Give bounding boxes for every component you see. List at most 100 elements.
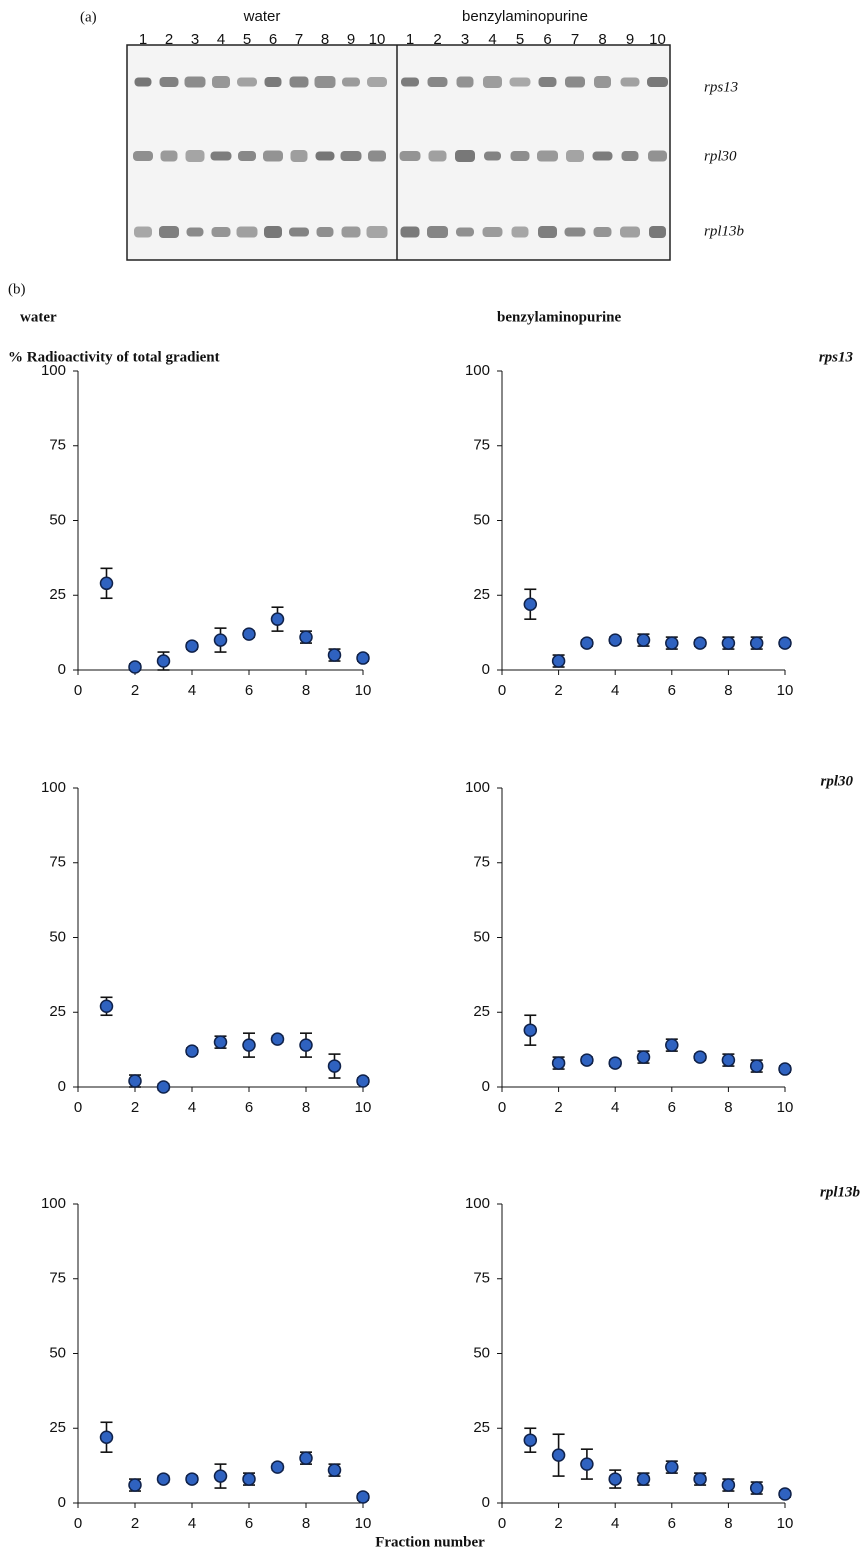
blot-band	[212, 227, 231, 237]
blot-band	[401, 227, 420, 238]
data-point	[609, 634, 621, 646]
y-tick-label: 50	[473, 1344, 490, 1361]
blot-band	[211, 152, 232, 161]
blot-band	[648, 151, 667, 162]
y-tick-label: 100	[41, 779, 66, 796]
y-tick-label: 25	[49, 586, 66, 603]
lane-number: 3	[191, 31, 199, 48]
x-tick-label: 0	[74, 1515, 82, 1532]
x-tick-label: 4	[188, 1099, 196, 1116]
blot-band	[429, 151, 447, 162]
blot-band	[539, 77, 557, 87]
data-point	[186, 640, 198, 652]
data-point	[722, 637, 734, 649]
x-tick-label: 8	[302, 1099, 310, 1116]
y-tick-label: 75	[473, 437, 490, 454]
blot-band	[133, 151, 153, 161]
data-point	[300, 1039, 312, 1051]
blot-band	[238, 151, 256, 161]
data-point	[553, 1449, 565, 1461]
data-point	[272, 1033, 284, 1045]
blot-band	[367, 226, 388, 238]
x-tick-label: 4	[188, 1515, 196, 1532]
data-point	[129, 1479, 141, 1491]
data-point	[581, 1054, 593, 1066]
x-tick-label: 4	[611, 1515, 619, 1532]
y-tick-label: 50	[473, 928, 490, 945]
data-point	[524, 598, 536, 610]
y-tick-label: 50	[49, 511, 66, 528]
blot-band	[367, 77, 387, 87]
panel-label: (b)	[8, 281, 26, 297]
data-point	[243, 1039, 255, 1051]
y-tick-label: 25	[49, 1003, 66, 1020]
gene-label: rps13	[704, 79, 738, 95]
lane-number: 10	[649, 31, 666, 48]
x-tick-label: 8	[724, 1099, 732, 1116]
x-tick-label: 6	[668, 1515, 676, 1532]
x-tick-label: 10	[777, 1515, 794, 1532]
data-point	[101, 577, 113, 589]
data-point	[357, 1075, 369, 1087]
data-point	[243, 628, 255, 640]
y-tick-label: 25	[49, 1419, 66, 1436]
lane-number: 6	[269, 31, 277, 48]
blot-band	[455, 150, 475, 162]
blot-band	[315, 76, 336, 88]
data-point	[243, 1473, 255, 1485]
blot-band	[161, 151, 178, 162]
y-tick-label: 100	[465, 1195, 490, 1212]
blot-band	[342, 227, 361, 238]
data-point	[215, 1470, 227, 1482]
lane-number: 9	[347, 31, 355, 48]
y-tick-label: 100	[41, 362, 66, 379]
gene-label: rpl30	[704, 148, 737, 164]
blot-band	[401, 78, 419, 87]
data-point	[101, 1431, 113, 1443]
blot-band	[620, 227, 640, 238]
data-point	[638, 1473, 650, 1485]
blot-band	[159, 226, 179, 238]
y-tick-label: 25	[473, 1419, 490, 1436]
data-point	[694, 1473, 706, 1485]
y-tick-label: 75	[49, 437, 66, 454]
y-tick-label: 0	[482, 1494, 490, 1511]
data-point	[722, 1479, 734, 1491]
lane-number: 2	[165, 31, 173, 48]
x-tick-label: 2	[131, 682, 139, 699]
x-tick-label: 6	[245, 1515, 253, 1532]
gene-label: rpl13b	[820, 1184, 861, 1200]
y-tick-label: 50	[473, 511, 490, 528]
lane-number: 2	[433, 31, 441, 48]
page: (a) water benzylaminopurine rps13 rpl30 …	[0, 0, 861, 1555]
data-point	[666, 1039, 678, 1051]
column-label: water	[20, 309, 57, 325]
data-point	[581, 637, 593, 649]
blot-frame	[127, 45, 670, 260]
y-tick-label: 100	[465, 362, 490, 379]
y-tick-label: 0	[482, 661, 490, 678]
data-point	[129, 1075, 141, 1087]
lane-number: 5	[243, 31, 251, 48]
x-tick-label: 0	[498, 682, 506, 699]
lane-number: 1	[406, 31, 414, 48]
x-tick-label: 4	[611, 1099, 619, 1116]
y-axis-label: % Radioactivity of total gradient	[8, 349, 220, 365]
blot-band	[457, 77, 474, 88]
y-tick-label: 0	[58, 1078, 66, 1095]
x-tick-label: 6	[245, 1099, 253, 1116]
blot-band	[483, 227, 503, 237]
lane-number: 9	[626, 31, 634, 48]
y-tick-label: 75	[473, 1270, 490, 1287]
blot-band	[647, 77, 668, 87]
y-tick-label: 50	[49, 1344, 66, 1361]
data-point	[186, 1473, 198, 1485]
x-tick-label: 8	[724, 682, 732, 699]
data-point	[158, 1081, 170, 1093]
panel-label: (a)	[80, 9, 97, 25]
blot-band	[511, 151, 530, 161]
blot-band	[317, 227, 334, 237]
x-tick-label: 2	[554, 682, 562, 699]
group-label: benzylaminopurine	[462, 8, 588, 25]
lane-number: 7	[295, 31, 303, 48]
